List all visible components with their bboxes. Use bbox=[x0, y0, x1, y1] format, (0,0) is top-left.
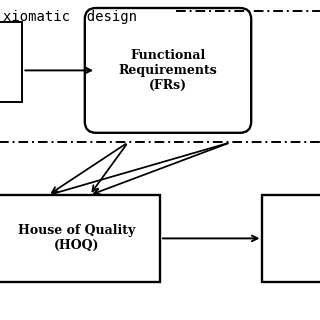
Text: xiomatic  design: xiomatic design bbox=[3, 10, 137, 24]
Bar bbox=[0, 22, 22, 102]
Bar bbox=[262, 195, 320, 282]
Text: Functional
Requirements
(FRs): Functional Requirements (FRs) bbox=[119, 49, 217, 92]
FancyBboxPatch shape bbox=[85, 8, 251, 133]
Text: House of Quality
(HOQ): House of Quality (HOQ) bbox=[18, 224, 135, 252]
Bar bbox=[0, 195, 160, 282]
